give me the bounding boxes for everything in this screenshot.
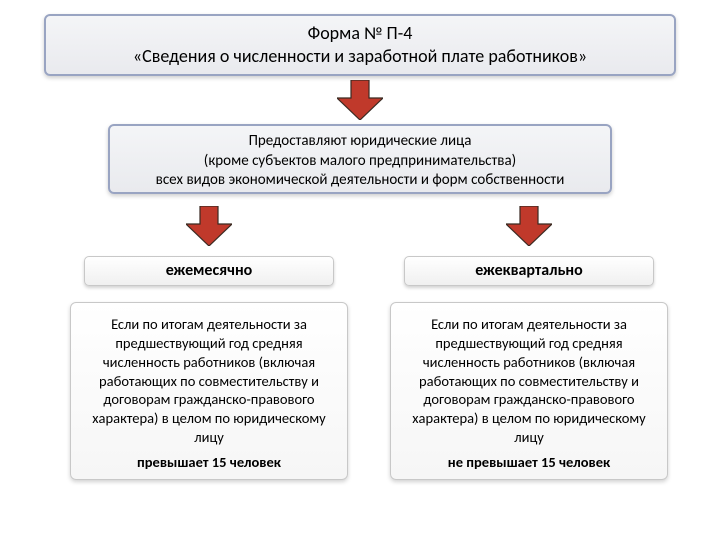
arrow-middle-to-right [506,206,552,246]
description-left-body: Если по итогам деятельности за предшеств… [81,315,337,447]
frequency-quarterly-text: ежеквартально [475,261,583,280]
frequency-monthly-text: ежемесячно [166,261,253,280]
description-right-body: Если по итогам деятельности за предшеств… [401,315,657,447]
description-right-box: Если по итогам деятельности за предшеств… [390,302,668,480]
frequency-quarterly-label: ежеквартально [404,256,654,286]
frequency-monthly-label: ежемесячно [84,256,334,286]
title-line1: Форма № П-4 [54,22,666,45]
description-right-bold: не превышает 15 человек [401,453,657,472]
middle-line2: (кроме субъектов малого предпринимательс… [118,152,602,172]
arrow-top-to-middle [337,80,383,120]
middle-line3: всех видов экономической деятельности и … [118,171,602,191]
title-line2: «Сведения о численности и заработной пла… [54,45,666,68]
arrow-middle-to-left [186,206,232,246]
description-left-box: Если по итогам деятельности за предшеств… [70,302,348,480]
middle-line1: Предоставляют юридические лица [118,132,602,152]
description-left-bold: превышает 15 человек [81,453,337,472]
title-box: Форма № П-4 «Сведения о численности и за… [44,14,676,76]
middle-box: Предоставляют юридические лица (кроме су… [108,124,612,194]
